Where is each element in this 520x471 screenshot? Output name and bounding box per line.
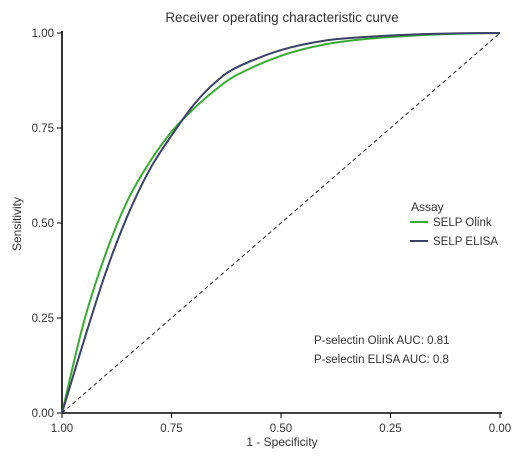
axes-layer bbox=[61, 31, 502, 414]
y-tick-label: 1.00 bbox=[32, 28, 54, 40]
x-axis-label: 1 - Specificity bbox=[246, 435, 317, 449]
legend: Assay SELP Olink SELP ELISA bbox=[410, 200, 498, 248]
y-tick-label: 0.00 bbox=[32, 408, 54, 420]
x-tick-label: 0.25 bbox=[379, 423, 401, 435]
reference-layer bbox=[61, 32, 501, 414]
y-tick-label: 0.50 bbox=[32, 218, 54, 230]
auc-annotation-elisa: P-selectin ELISA AUC: 0.8 bbox=[314, 354, 449, 366]
tick-layer: 1.00 0.75 0.50 0.25 0.00 0.00 0.25 0.50 0.75 1.00 bbox=[32, 28, 512, 435]
legend-label-olink: SELP Olink bbox=[433, 217, 492, 229]
x-tick-label: 0.00 bbox=[489, 423, 511, 435]
chart-title: Receiver operating characteristic curve bbox=[165, 10, 398, 25]
legend-label-elisa: SELP ELISA bbox=[433, 236, 498, 248]
y-tick-label: 0.75 bbox=[32, 123, 54, 135]
series-layer bbox=[61, 32, 501, 414]
series-line-selp-elisa bbox=[61, 32, 501, 414]
y-tick-label: 0.25 bbox=[32, 313, 54, 325]
x-tick-label: 1.00 bbox=[51, 423, 73, 435]
auc-annotation-olink: P-selectin Olink AUC: 0.81 bbox=[314, 335, 450, 347]
reference-diagonal-line bbox=[61, 32, 501, 414]
y-axis-label: Sensitivity bbox=[10, 197, 24, 251]
series-line-selp-olink bbox=[61, 32, 501, 414]
x-tick-label: 0.75 bbox=[160, 423, 182, 435]
x-tick-label: 0.50 bbox=[270, 423, 292, 435]
legend-title: Assay bbox=[411, 200, 444, 214]
